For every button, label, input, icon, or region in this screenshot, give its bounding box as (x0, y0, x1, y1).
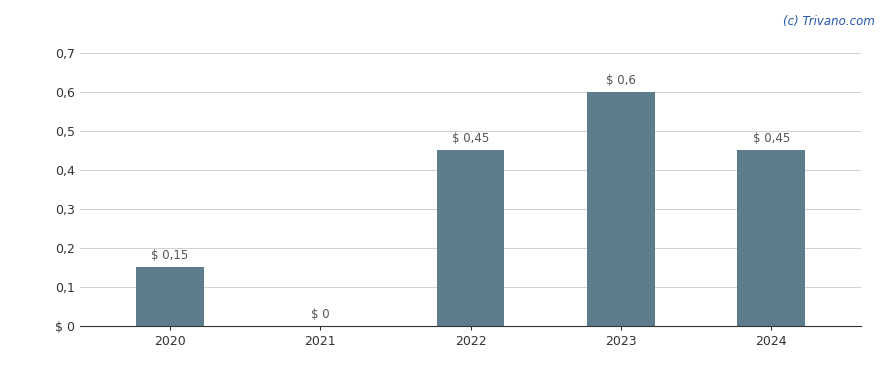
Text: $ 0,15: $ 0,15 (152, 249, 189, 262)
Bar (136, 267, 204, 326)
Bar (737, 151, 805, 326)
Bar (587, 92, 654, 326)
Text: $ 0: $ 0 (311, 307, 329, 320)
Text: $ 0,45: $ 0,45 (752, 132, 789, 145)
Bar (437, 151, 504, 326)
Text: $ 0,45: $ 0,45 (452, 132, 489, 145)
Text: (c) Trivano.com: (c) Trivano.com (783, 15, 875, 28)
Text: $ 0,6: $ 0,6 (606, 74, 636, 87)
